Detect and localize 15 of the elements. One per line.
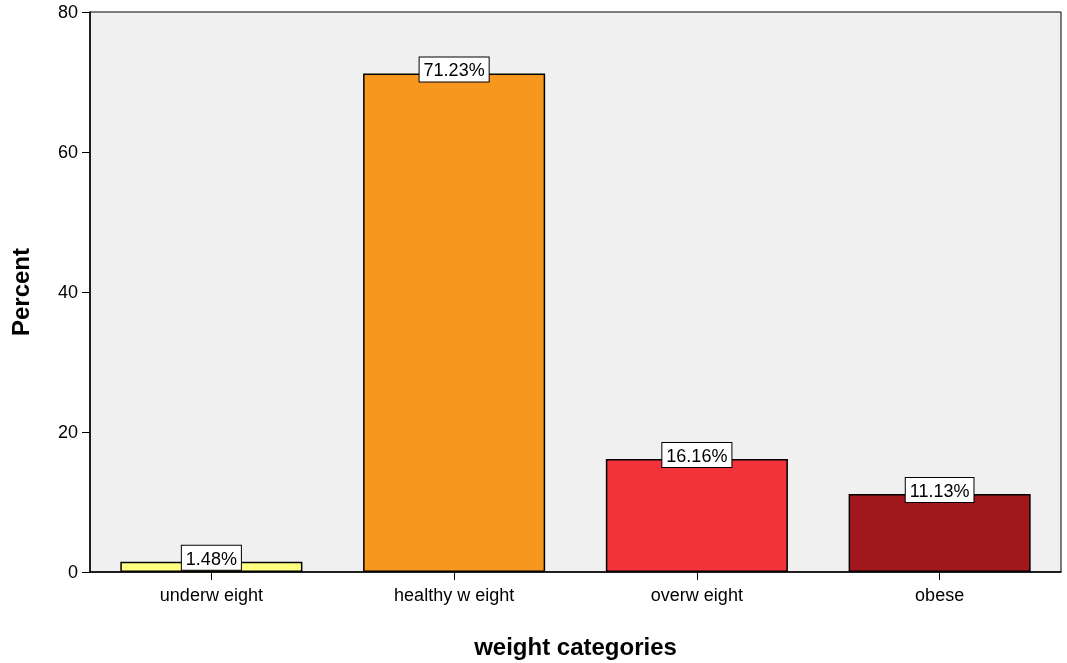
x-axis-title: weight categories [473,632,677,660]
data-label: 1.48% [185,548,237,569]
y-axis-title: Percent [6,247,34,337]
y-tick-label: 80 [57,2,78,22]
x-tick-label: underw eight [159,585,263,605]
x-tick-label: overw eight [650,585,743,605]
data-label: 11.13% [909,481,970,502]
x-tick-label: obese [915,585,965,605]
data-label: 16.16% [666,445,728,466]
y-tick-label: 40 [57,282,78,302]
data-label: 71.23% [423,60,485,81]
y-tick-label: 20 [57,422,78,442]
y-tick-label: 0 [67,562,78,582]
x-tick-label: healthy w eight [394,585,515,605]
y-tick-label: 60 [57,142,78,162]
